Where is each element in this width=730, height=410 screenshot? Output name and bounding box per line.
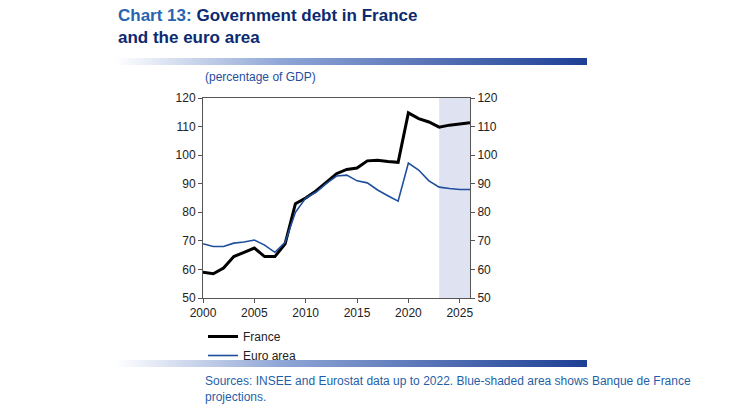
svg-text:2005: 2005 — [241, 306, 268, 320]
svg-text:Sources: INSEE and Eurostat da: Sources: INSEE and Eurostat data up to 2… — [205, 374, 691, 404]
svg-text:60: 60 — [182, 263, 196, 277]
svg-text:90: 90 — [477, 177, 491, 191]
svg-text:70: 70 — [477, 234, 491, 248]
svg-text:50: 50 — [477, 291, 491, 305]
svg-text:120: 120 — [176, 91, 196, 105]
svg-text:2010: 2010 — [292, 306, 319, 320]
svg-text:100: 100 — [477, 148, 497, 162]
svg-text:90: 90 — [182, 177, 196, 191]
svg-text:2015: 2015 — [344, 306, 371, 320]
svg-text:2000: 2000 — [190, 306, 217, 320]
svg-text:110: 110 — [176, 120, 195, 134]
svg-text:France: France — [243, 330, 281, 344]
svg-text:120: 120 — [477, 91, 497, 105]
svg-text:100: 100 — [176, 148, 196, 162]
svg-text:80: 80 — [477, 205, 491, 219]
svg-text:2020: 2020 — [395, 306, 422, 320]
svg-text:2025: 2025 — [446, 306, 473, 320]
svg-text:50: 50 — [182, 291, 196, 305]
svg-text:70: 70 — [182, 234, 196, 248]
svg-text:80: 80 — [182, 205, 196, 219]
svg-text:Chart 13: Government debt in F: Chart 13: Government debt in Franceand t… — [118, 6, 417, 47]
svg-text:Euro area: Euro area — [243, 349, 296, 364]
svg-text:60: 60 — [477, 263, 491, 277]
svg-text:(percentage of GDP): (percentage of GDP) — [205, 70, 316, 84]
svg-text:110: 110 — [477, 120, 496, 134]
